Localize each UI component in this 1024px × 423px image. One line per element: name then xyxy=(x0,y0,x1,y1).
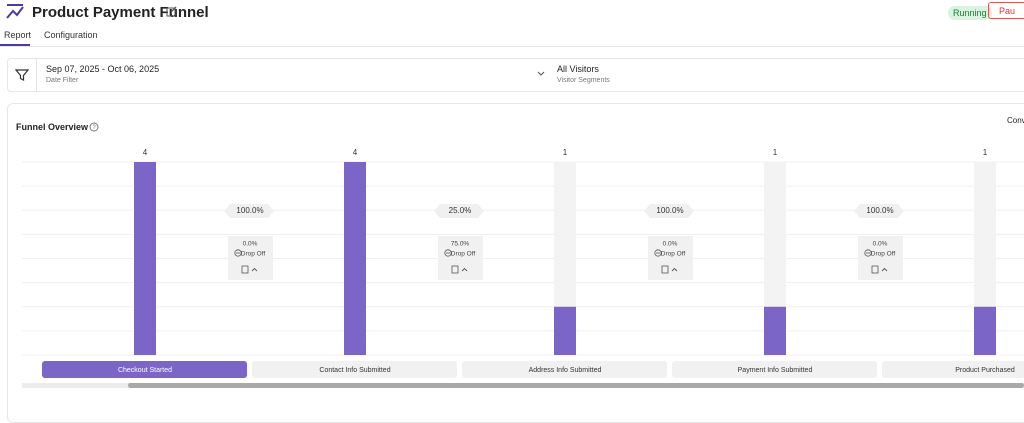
step-button[interactable] xyxy=(672,361,877,378)
count-label: 1 xyxy=(983,148,988,157)
divider xyxy=(0,46,1024,47)
collapse-icon[interactable] xyxy=(881,267,888,272)
tab-underline xyxy=(0,44,30,46)
segment[interactable]: All Visitors xyxy=(557,64,599,74)
status-badge: Running xyxy=(948,6,992,20)
pause-label: Pau xyxy=(999,6,1016,16)
tab[interactable]: Report xyxy=(4,30,32,40)
step-label: Checkout Started xyxy=(118,367,172,374)
step-label: Address Info Submitted xyxy=(529,367,602,374)
count-label: 1 xyxy=(563,148,568,157)
filter-bar xyxy=(7,58,1024,92)
drop-off-value: 0.0% xyxy=(663,241,678,248)
conversion-label: 100.0% xyxy=(236,206,263,215)
step-button[interactable] xyxy=(42,361,247,378)
report-icon[interactable] xyxy=(451,265,459,274)
filter-icon xyxy=(15,69,29,81)
drop-off-icon xyxy=(234,249,242,257)
drop-off-box xyxy=(438,236,483,280)
segment-label: Visitor Segments xyxy=(557,77,610,84)
svg-text:?: ? xyxy=(92,125,96,131)
drop-off-name: Drop Off xyxy=(241,251,266,258)
drop-off-icon xyxy=(444,249,452,257)
collapse-icon[interactable] xyxy=(671,267,678,272)
pause-button[interactable]: Pau xyxy=(988,2,1024,19)
report-icon[interactable] xyxy=(661,265,669,274)
help-icon[interactable]: ? xyxy=(89,122,99,132)
step-label: Product Purchased xyxy=(955,367,1015,374)
drop-off-box xyxy=(648,236,693,280)
count-label: 1 xyxy=(773,148,778,157)
count-label: 4 xyxy=(143,148,148,157)
bar xyxy=(974,306,996,355)
card-title: Funnel Overview xyxy=(16,122,89,132)
date-label: Date Filter xyxy=(46,77,79,84)
page-title: Product Payment Funnel xyxy=(32,4,209,21)
scroll-thumb[interactable] xyxy=(128,383,1024,388)
logo xyxy=(6,4,24,19)
drop-off-box xyxy=(228,236,273,280)
conv-label[interactable]: Conv xyxy=(1007,116,1024,125)
chevron[interactable] xyxy=(537,71,545,77)
edit-icon[interactable] xyxy=(166,6,177,17)
step-label: Contact Info Submitted xyxy=(319,367,390,374)
bar xyxy=(344,162,366,355)
bar xyxy=(554,306,576,355)
conversion-pill xyxy=(854,204,904,218)
collapse-icon[interactable] xyxy=(461,267,468,272)
collapse-icon[interactable] xyxy=(251,267,258,272)
separator xyxy=(36,58,37,92)
drop-off-name: Drop Off xyxy=(661,251,686,258)
step-button[interactable] xyxy=(252,361,457,378)
report-icon[interactable] xyxy=(241,265,249,274)
drop-off-value: 0.0% xyxy=(243,241,258,248)
conversion-label: 25.0% xyxy=(449,206,472,215)
report-icon[interactable] xyxy=(871,265,879,274)
drop-off-box xyxy=(858,236,903,280)
funnel-chart: 4 Checkout Started 4 Contact Info Submitted… xyxy=(22,148,1024,388)
bar xyxy=(134,162,156,355)
conversion-label: 100.0% xyxy=(656,206,683,215)
conversion-pill xyxy=(644,204,694,218)
drop-off-value: 75.0% xyxy=(451,241,470,248)
count-label: 4 xyxy=(353,148,358,157)
conversion-label: 100.0% xyxy=(866,206,893,215)
drop-off-icon xyxy=(654,249,662,257)
date-range[interactable]: Sep 07, 2025 - Oct 06, 2025 xyxy=(46,64,160,74)
drop-off-name: Drop Off xyxy=(451,251,476,258)
step-button[interactable] xyxy=(462,361,667,378)
conversion-pill xyxy=(434,204,484,218)
drop-off-name: Drop Off xyxy=(871,251,896,258)
step-label: Payment Info Submitted xyxy=(738,367,813,374)
conversion-pill xyxy=(224,204,274,218)
step-button[interactable] xyxy=(882,361,1024,378)
tab[interactable]: Configuration xyxy=(44,30,98,40)
bar xyxy=(764,306,786,355)
drop-off-value: 0.0% xyxy=(873,241,888,248)
drop-off-icon xyxy=(864,249,872,257)
